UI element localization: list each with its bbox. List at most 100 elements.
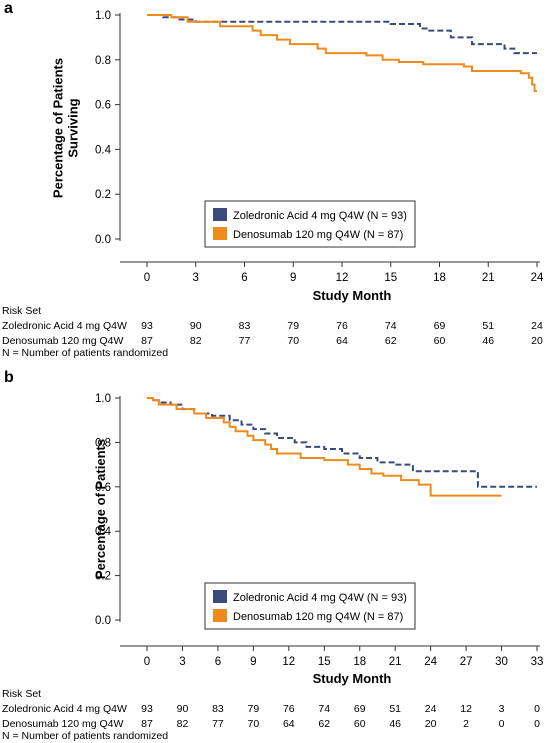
y-tick-label: 0.6 bbox=[95, 482, 111, 494]
risk-row-label: Zoledronic Acid 4 mg Q4W bbox=[2, 320, 127, 332]
panel-letter: b bbox=[4, 369, 14, 386]
y-tick-label: 0.4 bbox=[95, 144, 112, 156]
legend: Zoledronic Acid 4 mg Q4W (N = 93) Denosum… bbox=[204, 582, 416, 630]
x-tick-label: 12 bbox=[282, 656, 295, 668]
y-tick-label: 1.0 bbox=[95, 393, 111, 405]
y-tick-label: 0.2 bbox=[95, 571, 111, 583]
risk-count: 74 bbox=[385, 320, 397, 332]
panel-b: b Percentage of Patients 0.0 0.2 0.4 0.6 0.8 1.… bbox=[2, 369, 543, 742]
risk-row-label: Denosumab 120 mg Q4W bbox=[2, 718, 123, 730]
y-tick-label: 0.0 bbox=[95, 615, 111, 627]
risk-set-header: Risk Set bbox=[2, 688, 41, 700]
y-axis-label: Percentage of Patients bbox=[93, 439, 108, 579]
risk-count: 3 bbox=[499, 703, 505, 715]
risk-count: 46 bbox=[389, 718, 401, 730]
x-tick-label: 12 bbox=[336, 272, 349, 284]
risk-count: 62 bbox=[385, 335, 397, 347]
risk-count: 77 bbox=[239, 335, 251, 347]
risk-count: 24 bbox=[425, 703, 437, 715]
risk-count: 93 bbox=[141, 703, 153, 715]
risk-count: 69 bbox=[434, 320, 446, 332]
risk-count: 79 bbox=[248, 703, 260, 715]
y-tick-label: 0.8 bbox=[95, 437, 111, 449]
risk-count: 0 bbox=[499, 718, 505, 730]
x-tick-label: 0 bbox=[144, 272, 150, 284]
risk-count: 46 bbox=[482, 335, 494, 347]
risk-count: 90 bbox=[190, 320, 202, 332]
x-tick-label: 15 bbox=[384, 272, 397, 284]
series-line-zoledronic bbox=[147, 14, 537, 55]
risk-row-label: Denosumab 120 mg Q4W bbox=[2, 335, 123, 347]
risk-row-label: Zoledronic Acid 4 mg Q4W bbox=[2, 703, 127, 715]
y-tick-label: 0.4 bbox=[95, 526, 112, 538]
risk-count: 2 bbox=[463, 718, 469, 730]
x-tick-label: 30 bbox=[495, 656, 508, 668]
legend-entry: Denosumab 120 mg Q4W (N = 87) bbox=[233, 611, 403, 623]
risk-count: 12 bbox=[460, 703, 472, 715]
x-tick-label: 24 bbox=[531, 272, 544, 284]
risk-count: 0 bbox=[534, 703, 540, 715]
y-tick-label: 0.8 bbox=[95, 55, 111, 67]
risk-count: 60 bbox=[434, 335, 446, 347]
legend-swatch-denosumab bbox=[213, 609, 227, 622]
risk-count: 87 bbox=[141, 335, 153, 347]
legend-box bbox=[204, 582, 416, 630]
risk-count: 76 bbox=[283, 703, 295, 715]
risk-count: 83 bbox=[212, 703, 224, 715]
panel-letter: a bbox=[4, 0, 13, 17]
y-tick-label: 0.6 bbox=[95, 100, 111, 112]
legend-entry: Denosumab 120 mg Q4W (N = 87) bbox=[233, 229, 403, 241]
legend-swatch-zoledronic bbox=[213, 590, 227, 603]
panel-a: a Percentage of Patients Surviving 0.0 0.2 0.… bbox=[2, 0, 544, 359]
x-tick-label: 21 bbox=[482, 272, 495, 284]
x-axis-label: Study Month bbox=[313, 671, 392, 686]
y-axis-label: Percentage of Patients bbox=[51, 58, 66, 198]
x-tick-label: 18 bbox=[353, 656, 366, 668]
risk-count: 69 bbox=[354, 703, 366, 715]
risk-count: 90 bbox=[177, 703, 189, 715]
risk-count: 74 bbox=[318, 703, 330, 715]
x-tick-label: 0 bbox=[144, 656, 150, 668]
x-tick-label: 3 bbox=[179, 656, 185, 668]
x-tick-label: 6 bbox=[241, 272, 247, 284]
footnote: N = Number of patients randomized bbox=[2, 347, 168, 359]
risk-count: 62 bbox=[318, 718, 330, 730]
legend: Zoledronic Acid 4 mg Q4W (N = 93) Denosum… bbox=[204, 200, 416, 248]
x-tick-label: 33 bbox=[531, 656, 544, 668]
risk-count: 76 bbox=[336, 320, 348, 332]
risk-count: 77 bbox=[212, 718, 224, 730]
legend-swatch-denosumab bbox=[213, 227, 227, 240]
risk-count: 24 bbox=[531, 320, 543, 332]
risk-count: 83 bbox=[239, 320, 251, 332]
x-tick-label: 6 bbox=[215, 656, 221, 668]
risk-count: 93 bbox=[141, 320, 153, 332]
y-axis-label: Surviving bbox=[66, 98, 81, 157]
series-line-denosumab bbox=[147, 397, 502, 497]
risk-count: 82 bbox=[177, 718, 189, 730]
risk-count: 60 bbox=[354, 718, 366, 730]
series-line-zoledronic bbox=[147, 397, 537, 488]
legend-swatch-zoledronic bbox=[213, 208, 227, 221]
risk-count: 64 bbox=[283, 718, 295, 730]
x-tick-label: 18 bbox=[433, 272, 446, 284]
risk-set-header: Risk Set bbox=[2, 305, 41, 317]
risk-count: 70 bbox=[287, 335, 299, 347]
risk-count: 0 bbox=[534, 718, 540, 730]
risk-count: 70 bbox=[248, 718, 260, 730]
legend-box bbox=[204, 200, 416, 248]
risk-count: 20 bbox=[425, 718, 437, 730]
risk-count: 51 bbox=[389, 703, 401, 715]
risk-count: 87 bbox=[141, 718, 153, 730]
footnote: N = Number of patients randomized bbox=[2, 730, 168, 742]
x-tick-label: 21 bbox=[389, 656, 402, 668]
x-tick-label: 3 bbox=[193, 272, 199, 284]
x-tick-label: 27 bbox=[460, 656, 473, 668]
x-axis-label: Study Month bbox=[313, 288, 392, 303]
risk-count: 20 bbox=[531, 335, 543, 347]
x-tick-label: 24 bbox=[424, 656, 437, 668]
risk-count: 51 bbox=[482, 320, 494, 332]
y-tick-label: 0.2 bbox=[95, 189, 111, 201]
x-tick-label: 9 bbox=[250, 656, 256, 668]
series-line-denosumab bbox=[147, 14, 537, 93]
